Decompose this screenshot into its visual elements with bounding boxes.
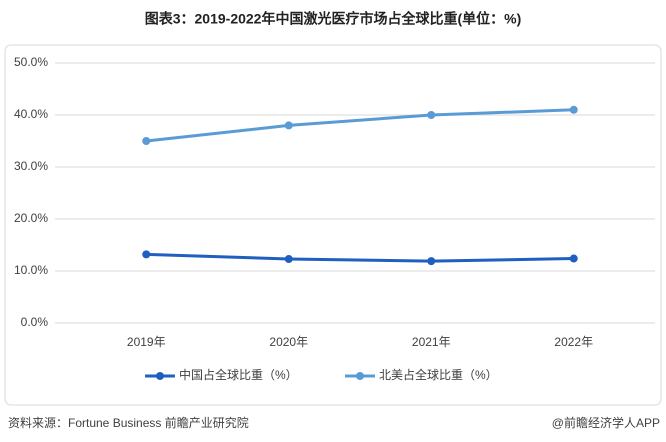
legend-marker: [356, 372, 364, 380]
x-tick-label: 2021年: [412, 335, 451, 349]
x-tick-label: 2022年: [554, 335, 593, 349]
data-point: [427, 111, 436, 119]
data-point: [569, 254, 578, 263]
y-tick-label: 50.0%: [14, 55, 48, 69]
data-point: [569, 105, 578, 114]
data-point: [427, 257, 436, 266]
series-line: [146, 252, 574, 263]
y-tick-label: 40.0%: [14, 107, 48, 121]
data-point: [284, 121, 293, 130]
data-point: [142, 250, 151, 259]
x-tick-label: 2020年: [269, 335, 308, 349]
data-point: [284, 255, 293, 264]
source: 资料来源：Fortune Business 前瞻产业研究院: [8, 415, 249, 430]
y-tick-label: 0.0%: [21, 315, 49, 329]
data-point: [142, 137, 151, 145]
series-line: [146, 108, 574, 143]
chart-title: 图表3：2019-2022年中国激光医疗市场占全球比重(单位：%): [145, 11, 522, 27]
y-tick-label: 30.0%: [14, 159, 48, 173]
credit: @前瞻经济学人APP: [552, 415, 660, 430]
y-tick-label: 10.0%: [14, 263, 48, 277]
x-tick-label: 2019年: [127, 335, 166, 349]
legend-label: 中国占全球比重（%）: [179, 367, 298, 382]
y-tick-label: 20.0%: [14, 211, 48, 225]
plot-frame: [4, 44, 662, 406]
legend-label: 北美占全球比重（%）: [379, 367, 498, 382]
legend-marker: [156, 372, 164, 380]
